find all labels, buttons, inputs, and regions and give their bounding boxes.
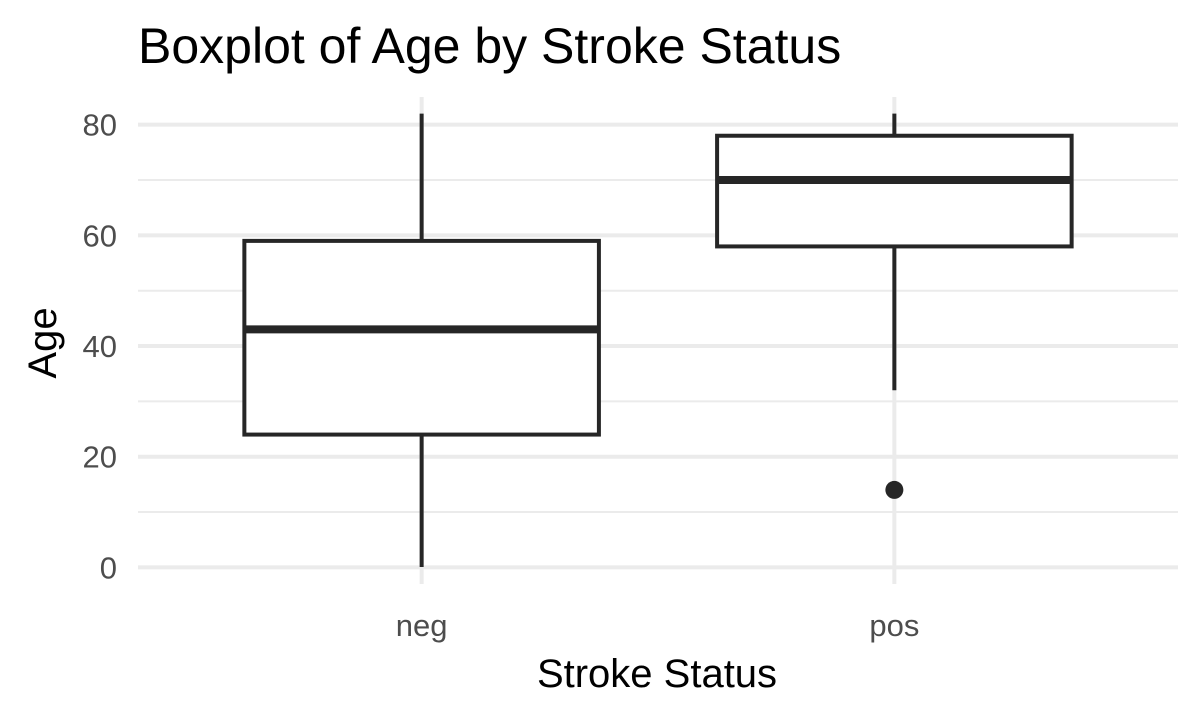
x-axis-title: Stroke Status bbox=[537, 652, 777, 696]
y-tick-label: 80 bbox=[83, 108, 117, 143]
box-layer bbox=[242, 113, 1074, 567]
y-tick-label: 40 bbox=[83, 329, 117, 364]
box-pos bbox=[715, 113, 1074, 499]
y-tick-label: 60 bbox=[83, 218, 117, 253]
iqr-box bbox=[242, 238, 601, 437]
x-tick-label: pos bbox=[869, 608, 919, 643]
chart-title: Boxplot of Age by Stroke Status bbox=[138, 18, 841, 74]
box-neg bbox=[242, 113, 601, 567]
y-tick-label: 0 bbox=[100, 550, 117, 585]
y-axis-title: Age bbox=[21, 307, 65, 378]
axis-layer: 0 20 40 60 80 neg pos bbox=[83, 108, 920, 643]
x-tick-label: neg bbox=[396, 608, 448, 643]
outlier-point bbox=[885, 480, 904, 499]
iqr-box bbox=[715, 133, 1074, 249]
y-tick-label: 20 bbox=[83, 440, 117, 475]
